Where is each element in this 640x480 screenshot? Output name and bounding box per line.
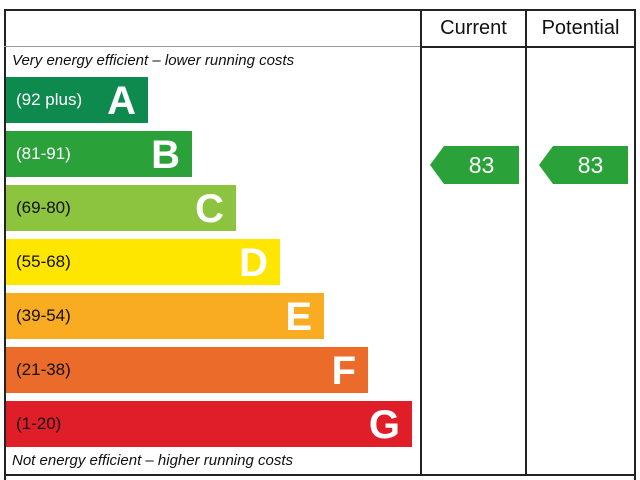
column-divider-right [525, 9, 527, 475]
frame-right [634, 9, 636, 480]
band-c-range: (69-80) [16, 198, 71, 217]
column-divider-left [420, 9, 422, 475]
band-b-letter: B [151, 133, 180, 177]
potential-rating-value: 83 [577, 152, 604, 178]
frame-top [4, 9, 636, 11]
band-e: (39-54) E [6, 293, 324, 339]
potential-rating-arrow: 83 [539, 146, 628, 184]
potential-arrow-shape [539, 146, 628, 184]
band-a-range: (92 plus) [16, 90, 83, 109]
frame-bottom [4, 474, 636, 476]
band-e-range: (39-54) [16, 306, 71, 325]
band-f-letter: F [331, 349, 356, 393]
band-d-range: (55-68) [16, 252, 71, 271]
band-c-letter: C [195, 187, 224, 231]
potential-header: Potential [541, 17, 620, 39]
current-header: Current [440, 17, 507, 39]
band-a: (92 plus) A [6, 77, 148, 123]
band-d: (55-68) D [6, 239, 280, 285]
scale-top-divider [4, 46, 420, 47]
header-divider [420, 46, 636, 48]
current-arrow-shape [430, 146, 519, 184]
bottom-note: Not energy efficient – higher running co… [12, 452, 293, 469]
top-note: Very energy efficient – lower running co… [12, 52, 295, 69]
band-g-letter: G [368, 403, 400, 447]
band-d-letter: D [239, 241, 268, 285]
band-e-letter: E [285, 295, 312, 339]
band-f-range: (21-38) [16, 360, 71, 379]
band-b-range: (81-91) [16, 144, 71, 163]
current-rating-value: 83 [468, 152, 495, 178]
band-g-range: (1-20) [16, 414, 62, 433]
current-rating-arrow: 83 [430, 146, 519, 184]
band-a-letter: A [107, 79, 136, 123]
band-b: (81-91) B [6, 131, 192, 177]
band-g: (1-20) G [6, 401, 412, 447]
band-f: (21-38) F [6, 347, 368, 393]
frame-left [4, 9, 6, 480]
band-c: (69-80) C [6, 185, 236, 231]
